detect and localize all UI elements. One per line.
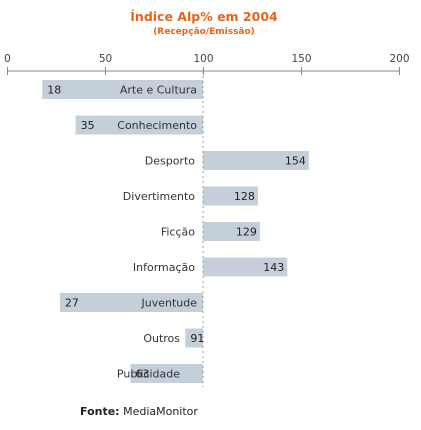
chart-subtitle: (Recepção/Emissão) bbox=[153, 27, 255, 37]
value-label: 18 bbox=[47, 84, 61, 97]
bar bbox=[185, 328, 203, 348]
bar bbox=[75, 115, 203, 135]
bar bbox=[203, 186, 258, 206]
value-label: 35 bbox=[81, 119, 95, 132]
bar bbox=[203, 257, 288, 277]
value-label: 129 bbox=[236, 226, 257, 239]
value-label: 143 bbox=[263, 261, 284, 274]
value-label: 154 bbox=[285, 155, 306, 168]
category-label: Arte e Cultura bbox=[120, 84, 197, 97]
source-label: Fonte: bbox=[80, 405, 120, 418]
category-label: Informação bbox=[133, 261, 195, 274]
category-label: Publicidade bbox=[117, 368, 180, 381]
value-label: 27 bbox=[65, 297, 79, 310]
source-value: MediaMonitor bbox=[123, 405, 198, 418]
labels-group: 18 Arte e Cultura 35 Conhecimento Desporto 15… bbox=[47, 84, 306, 381]
x-axis: 0 50 100 150 200 bbox=[4, 53, 410, 75]
category-label: Divertimento bbox=[123, 190, 195, 203]
category-label: Juventude bbox=[141, 297, 198, 310]
source-note: Fonte: MediaMonitor bbox=[80, 405, 198, 418]
bars-group bbox=[42, 80, 309, 383]
bar bbox=[59, 293, 203, 312]
x-tick-label: 100 bbox=[193, 53, 213, 65]
bar bbox=[130, 364, 203, 383]
x-tick-label: 200 bbox=[389, 53, 409, 65]
x-tick-label: 50 bbox=[99, 53, 112, 65]
category-label: Conhecimento bbox=[117, 119, 197, 132]
category-label: Outros bbox=[143, 332, 180, 345]
value-label: 91 bbox=[190, 332, 204, 345]
x-tick-label: 0 bbox=[4, 53, 11, 65]
chart-title: Índice Alp% em 2004 bbox=[130, 9, 278, 24]
value-label: 63 bbox=[135, 368, 149, 381]
bar bbox=[203, 151, 309, 170]
bar bbox=[42, 80, 203, 99]
category-label: Ficção bbox=[161, 226, 195, 239]
category-label: Desporto bbox=[145, 155, 196, 168]
value-label: 128 bbox=[234, 190, 255, 203]
x-tick-label: 150 bbox=[291, 53, 311, 65]
bar bbox=[203, 222, 260, 241]
